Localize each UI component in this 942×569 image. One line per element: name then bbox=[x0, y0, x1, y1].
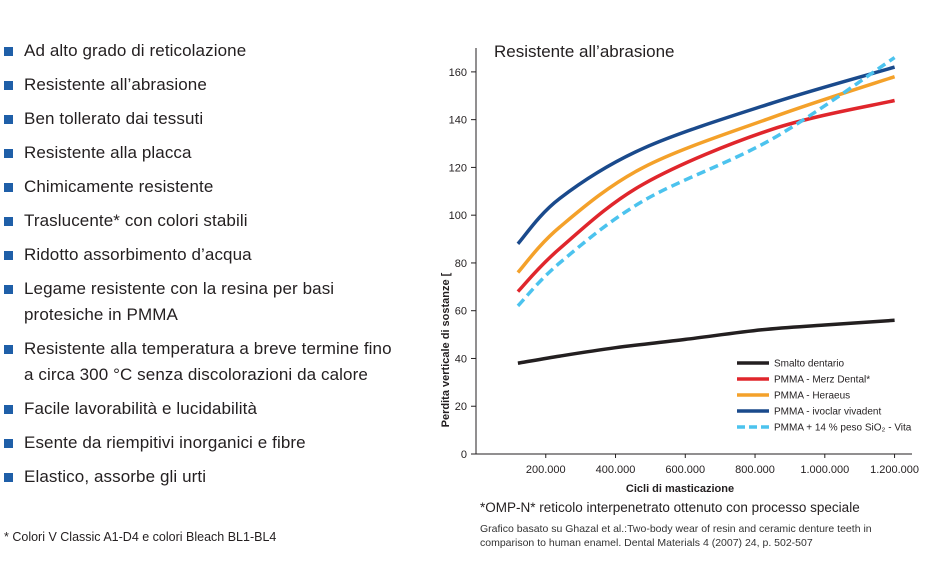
series-line bbox=[516, 65, 896, 245]
y-tick-label: 0 bbox=[461, 449, 467, 461]
x-tick-label: 400.000 bbox=[596, 464, 636, 476]
feature-item: Legame resistente con la resina per basi… bbox=[4, 276, 404, 328]
x-tick-label: 1.200.000 bbox=[870, 464, 919, 476]
feature-item: Ridotto assorbimento d’acqua bbox=[4, 242, 404, 268]
y-tick-label: 100 bbox=[449, 210, 467, 222]
legend-label: PMMA + 14 % peso SiO₂ - Vita bbox=[774, 423, 912, 434]
feature-item: Ad alto grado di reticolazione bbox=[4, 38, 404, 64]
x-tick-label: 600.000 bbox=[665, 464, 705, 476]
x-tick-label: 800.000 bbox=[735, 464, 775, 476]
y-axis-label: Perdita verticale di sostanze [ bbox=[440, 272, 452, 427]
feature-item: Resistente alla temperatura a breve term… bbox=[4, 336, 404, 388]
feature-item: Facile lavorabilità e lucidabilità bbox=[4, 396, 404, 422]
feature-item: Traslucente* con colori stabili bbox=[4, 208, 404, 234]
x-tick-label: 200.000 bbox=[526, 464, 566, 476]
feature-item: Resistente alla placca bbox=[4, 140, 404, 166]
legend-label: Smalto dentario bbox=[774, 359, 844, 370]
legend-label: PMMA - Merz Dental* bbox=[774, 375, 870, 386]
series-line bbox=[516, 75, 896, 274]
footnote: * Colori V Classic A1-D4 e colori Bleach… bbox=[4, 530, 277, 544]
y-tick-label: 160 bbox=[449, 67, 467, 79]
series-line bbox=[517, 318, 895, 365]
series-line bbox=[516, 98, 896, 293]
y-tick-label: 120 bbox=[449, 162, 467, 174]
x-tick-label: 1.000.000 bbox=[800, 464, 849, 476]
legend-label: PMMA - Heraeus bbox=[774, 391, 850, 402]
y-tick-label: 60 bbox=[455, 306, 467, 318]
y-tick-label: 40 bbox=[455, 353, 467, 365]
feature-list: Ad alto grado di reticolazione Resistente… bbox=[4, 38, 404, 498]
feature-item: Esente da riempitivi inorganici e fibre bbox=[4, 430, 404, 456]
y-tick-label: 80 bbox=[455, 258, 467, 270]
legend: Smalto dentario PMMA - Merz Dental* PMMA -… bbox=[737, 359, 912, 434]
x-axis-label: Cicli di masticazione bbox=[626, 483, 734, 495]
omp-note: *OMP-N* reticolo interpenetrato ottenuto… bbox=[480, 500, 860, 515]
y-tick-label: 140 bbox=[449, 115, 467, 127]
source-note: Grafico basato su Ghazal et al.:Two-body… bbox=[480, 523, 872, 549]
feature-item: Resistente all’abrasione bbox=[4, 72, 404, 98]
y-tick-label: 20 bbox=[455, 401, 467, 413]
feature-item: Chimicamente resistente bbox=[4, 174, 404, 200]
series-line bbox=[516, 56, 896, 308]
feature-item: Ben tollerato dai tessuti bbox=[4, 106, 404, 132]
feature-item: Elastico, assorbe gli urti bbox=[4, 464, 404, 490]
abrasion-chart: 0 20 40 60 80 100 120 140 160 200.000 400.000 600.… bbox=[440, 42, 919, 495]
chart-title: Resistente all’abrasione bbox=[494, 42, 675, 61]
legend-label: PMMA - ivoclar vivadent bbox=[774, 407, 881, 418]
